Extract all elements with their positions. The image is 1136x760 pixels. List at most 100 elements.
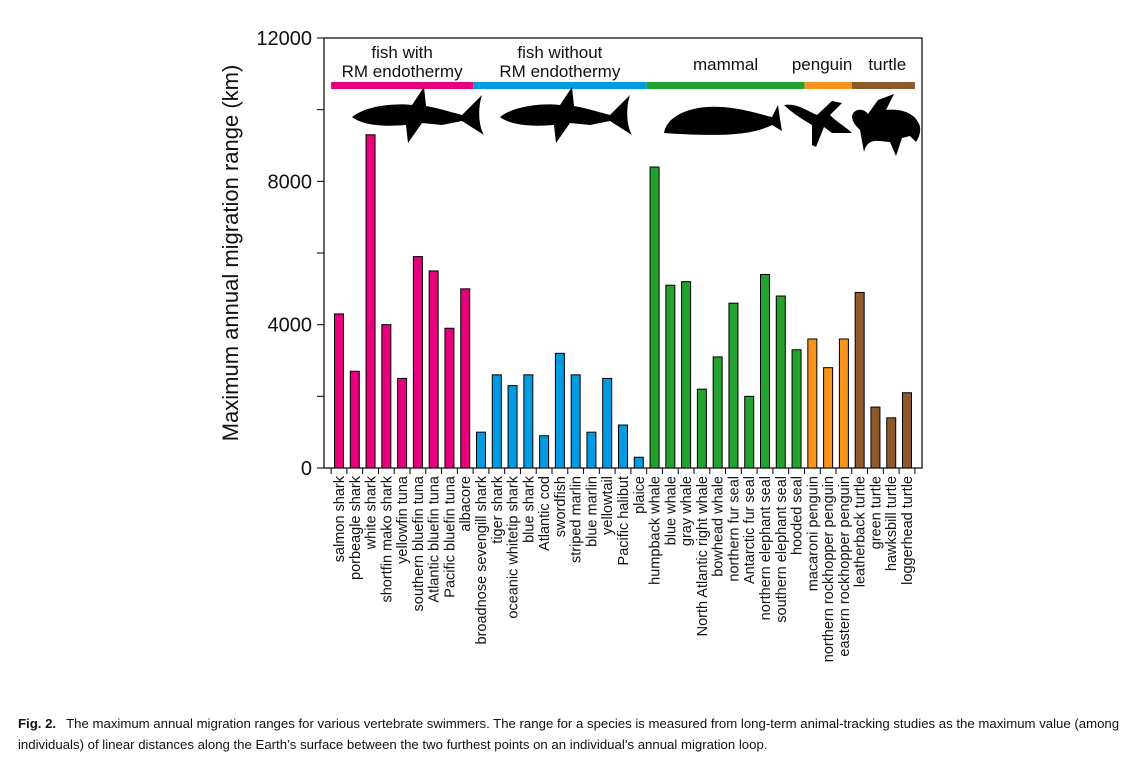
x-tick-label: green turtle: [868, 476, 884, 549]
group-color-bar: [331, 82, 474, 89]
group-label: fish with: [371, 43, 432, 62]
bar: [460, 288, 471, 469]
x-tick-label: loggerhead turtle: [900, 476, 916, 585]
x-tick-label: Atlantic cod: [537, 476, 553, 551]
bar: [334, 313, 344, 469]
group-label: turtle: [868, 55, 906, 74]
x-tick-label: shortfin mako shark: [379, 475, 395, 602]
figure-caption: Fig. 2. The maximum annual migration rang…: [18, 713, 1128, 755]
bar: [381, 324, 392, 469]
bar: [886, 417, 897, 469]
x-tick-label: eastern rockhopper penguin: [837, 476, 853, 657]
x-tick-label: porbeagle shark: [348, 475, 364, 580]
bar: [681, 281, 692, 469]
x-tick-label: North Atlantic right whale: [695, 476, 711, 636]
bar: [491, 374, 502, 469]
y-tick-label: 12000: [256, 28, 312, 50]
y-axis-label: Maximum annual migration range (km): [218, 65, 243, 442]
x-tick-label: northern rockhopper penguin: [821, 476, 837, 662]
bar: [523, 374, 534, 469]
bar: [791, 349, 802, 469]
caption-text: The maximum annual migration ranges for …: [18, 716, 1120, 752]
x-tick-label: Pacific bluefin tuna: [442, 475, 458, 598]
bar: [744, 395, 755, 469]
x-tick-label: salmon shark: [332, 475, 348, 562]
bar: [397, 377, 408, 469]
bar: [618, 424, 628, 469]
x-tick-label: Atlantic bluefin tuna: [427, 475, 443, 602]
bar: [570, 374, 581, 469]
x-tick-label: tiger shark: [490, 475, 506, 543]
group-label: mammal: [693, 55, 758, 74]
x-tick-label: bowhead whale: [711, 476, 727, 577]
group-color-bar: [851, 82, 915, 89]
whale-silhouette: [664, 105, 782, 135]
x-tick-label: hooded seal: [790, 476, 806, 555]
x-tick-label: swordfish: [553, 476, 569, 537]
bar: [775, 295, 786, 469]
bar: [476, 431, 486, 469]
bar: [712, 356, 723, 469]
bar: [602, 377, 613, 469]
x-tick-label: broadnose sevengill shark: [474, 475, 490, 644]
bar: [428, 270, 439, 469]
bar: [902, 392, 912, 469]
x-tick-label: plaice: [632, 476, 648, 514]
bar: [854, 291, 865, 469]
turtle-silhouette: [852, 94, 921, 156]
group-label: penguin: [792, 55, 853, 74]
caption-label: Fig. 2.: [18, 716, 57, 731]
bar-chart: 0 4000 8000 12000 Maximum annual migration r…: [218, 28, 923, 662]
bar: [412, 256, 423, 469]
bar: [728, 302, 739, 469]
bar: [586, 431, 597, 469]
bar: [507, 385, 518, 469]
x-tick-label: southern elephant seal: [774, 476, 790, 623]
x-tick-label: blue shark: [521, 475, 537, 543]
group-label: RM endothermy: [342, 62, 463, 81]
group-label: RM endothermy: [499, 62, 620, 81]
x-tick-label: yellowfin tuna: [395, 475, 411, 564]
x-tick-label: oceanic whitetip shark: [506, 475, 522, 618]
bar: [539, 435, 550, 469]
x-tick-label: northern fur seal: [726, 476, 742, 582]
y-tick-label: 8000: [268, 171, 313, 193]
x-tick-label: leatherback turtle: [853, 476, 869, 587]
x-tick-label: white shark: [364, 475, 380, 550]
bar: [444, 327, 455, 469]
x-tick-label: yellowtail: [600, 476, 616, 535]
bar: [807, 338, 818, 469]
x-tick-label: humpback whale: [648, 476, 664, 585]
group-color-bar: [646, 82, 805, 89]
shark-silhouette: [352, 87, 484, 143]
x-tick-label: blue whale: [663, 476, 679, 545]
bar: [649, 166, 660, 469]
bar: [838, 338, 849, 469]
x-tick-label: gray whale: [679, 476, 695, 546]
bar: [365, 134, 376, 469]
shark-silhouette: [500, 87, 632, 143]
bar: [823, 367, 834, 469]
x-tick-label: hawksbill turtle: [884, 476, 900, 571]
bar: [696, 388, 707, 469]
bar: [870, 406, 881, 469]
bar: [554, 352, 565, 469]
group-label: fish without: [517, 43, 602, 62]
x-tick-label: Pacific halibut: [616, 476, 632, 565]
bar: [760, 274, 770, 469]
x-tick-label: southern bluefin tuna: [411, 475, 427, 611]
x-tick-label: macaroni penguin: [805, 476, 821, 591]
x-tick-label: albacore: [458, 476, 474, 532]
x-tick-label: Antarctic fur seal: [742, 476, 758, 584]
bar: [633, 456, 644, 469]
x-tick-label: blue marlin: [584, 476, 600, 547]
bar: [349, 370, 360, 469]
y-tick-label: 4000: [268, 315, 313, 337]
group-color-bar: [473, 82, 647, 89]
penguin-silhouette: [784, 101, 852, 147]
group-color-bar: [804, 82, 852, 89]
x-tick-label: northern elephant seal: [758, 476, 774, 620]
x-tick-label: striped marlin: [569, 476, 585, 563]
bar: [665, 284, 676, 469]
y-tick-label: 0: [301, 458, 312, 480]
